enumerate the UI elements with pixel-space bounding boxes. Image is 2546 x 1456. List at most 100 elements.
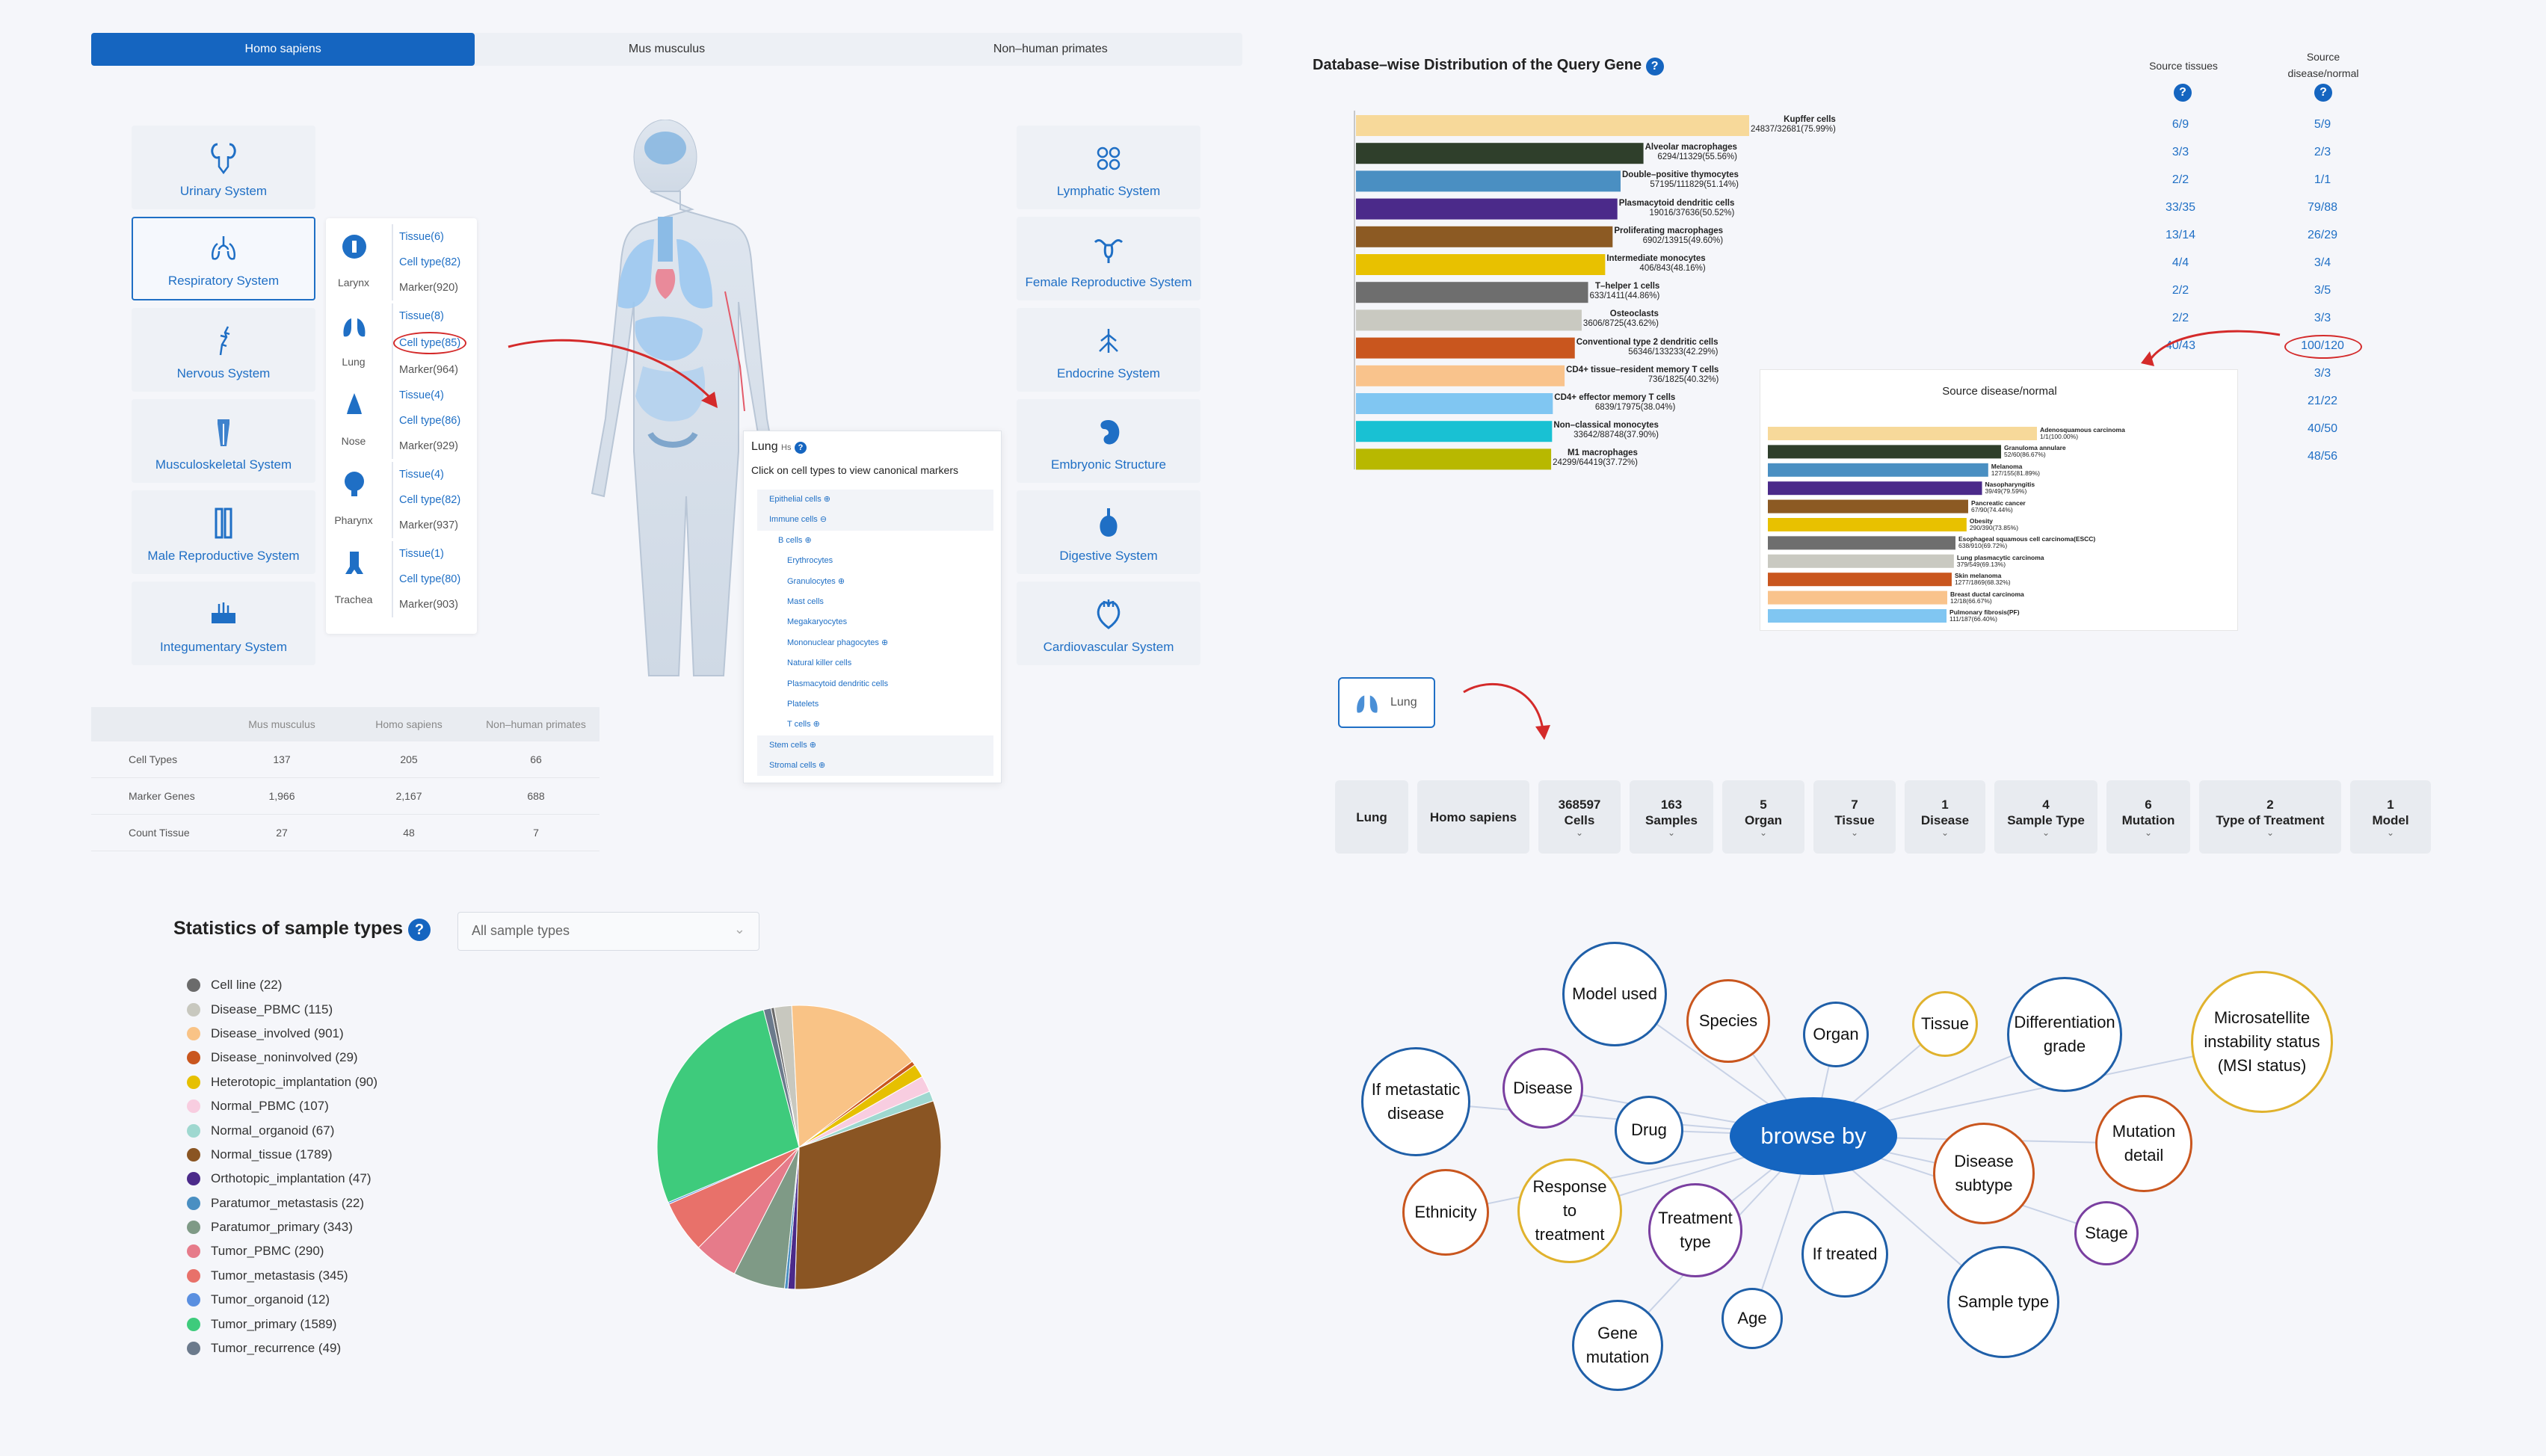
- browse-term[interactable]: Sample type: [1947, 1246, 2059, 1358]
- tree-item[interactable]: Megakaryocytes: [787, 617, 848, 627]
- tab-non-human-primates[interactable]: Non–human primates: [993, 43, 1108, 55]
- browse-term[interactable]: If metastatic disease: [1361, 1047, 1470, 1156]
- legend-item[interactable]: Tumor_organoid (12): [187, 1288, 377, 1312]
- disease-bar-4[interactable]: [1768, 499, 1968, 513]
- browse-term[interactable]: Treatment type: [1648, 1183, 1742, 1277]
- bar-4[interactable]: [1356, 226, 1613, 247]
- bar-10[interactable]: [1356, 393, 1553, 414]
- source-tissue-value[interactable]: 13/14: [2165, 229, 2196, 241]
- disease-bar-9[interactable]: [1768, 590, 1948, 605]
- tissue-link[interactable]: Tissue(4): [399, 469, 444, 481]
- system-nervous[interactable]: Nervous System: [132, 308, 315, 392]
- source-disease-value[interactable]: 2/3: [2314, 146, 2331, 158]
- legend-item[interactable]: Heterotopic_implantation (90): [187, 1070, 377, 1094]
- disease-bar-7[interactable]: [1768, 554, 1954, 568]
- legend-item[interactable]: Paratumor_primary (343): [187, 1215, 377, 1239]
- source-tissue-value[interactable]: 4/4: [2172, 256, 2189, 269]
- legend-item[interactable]: Normal_PBMC (107): [187, 1094, 377, 1118]
- source-disease-value[interactable]: 1/1: [2314, 173, 2331, 186]
- source-tissue-value[interactable]: 2/2: [2172, 173, 2189, 186]
- help-icon[interactable]: ?: [794, 442, 807, 454]
- disease-bar-3[interactable]: [1768, 481, 1982, 496]
- marker-link[interactable]: Marker(929): [399, 440, 458, 452]
- marker-link[interactable]: Marker(920): [399, 282, 458, 294]
- system-lymphatic[interactable]: Lymphatic System: [1017, 126, 1200, 209]
- browse-term[interactable]: Ethnicity: [1402, 1169, 1489, 1256]
- system-female-reproductive[interactable]: Female Reproductive System: [1017, 217, 1200, 300]
- browse-term[interactable]: Disease: [1502, 1048, 1583, 1129]
- pie-slice-2[interactable]: [791, 1005, 913, 1148]
- celltype-link[interactable]: Cell type(86): [399, 415, 461, 427]
- sample-type-select[interactable]: All sample types ⌄: [457, 912, 759, 951]
- tab-homo-sapiens[interactable]: Homo sapiens: [91, 33, 475, 66]
- legend-item[interactable]: Tumor_primary (1589): [187, 1312, 377, 1336]
- source-disease-value[interactable]: 3/5: [2314, 284, 2331, 297]
- disease-bar-10[interactable]: [1768, 609, 1947, 623]
- filter-chip[interactable]: 2 Type of Treatment ⌄: [2199, 780, 2341, 854]
- legend-item[interactable]: Normal_tissue (1789): [187, 1143, 377, 1167]
- tree-item[interactable]: Stem cells ⊕: [757, 735, 993, 756]
- filter-chip[interactable]: 368597 Cells ⌄: [1538, 780, 1621, 854]
- tree-item[interactable]: Granulocytes ⊕: [787, 576, 845, 586]
- source-disease-value[interactable]: 3/3: [2314, 312, 2331, 324]
- legend-item[interactable]: Disease_PBMC (115): [187, 997, 377, 1021]
- celltype-link[interactable]: Cell type(82): [399, 256, 461, 268]
- organ-name[interactable]: Lung: [342, 356, 366, 368]
- bar-8[interactable]: [1356, 337, 1575, 359]
- legend-item[interactable]: Orthotopic_implantation (47): [187, 1167, 377, 1191]
- filter-chip[interactable]: Lung: [1335, 780, 1408, 854]
- legend-item[interactable]: Cell line (22): [187, 973, 377, 997]
- celltype-link[interactable]: Cell type(82): [399, 494, 461, 506]
- source-tissue-value[interactable]: 2/2: [2172, 312, 2189, 324]
- filter-chip[interactable]: Homo sapiens: [1417, 780, 1529, 854]
- tree-item[interactable]: Erythrocytes: [787, 556, 833, 566]
- help-icon[interactable]: ?: [408, 919, 431, 941]
- system-integumentary[interactable]: Integumentary System: [132, 582, 315, 665]
- help-icon[interactable]: ?: [2314, 84, 2332, 102]
- bar-11[interactable]: [1356, 421, 1553, 442]
- source-disease-value[interactable]: 40/50: [2307, 422, 2338, 435]
- source-disease-value[interactable]: 79/88: [2307, 201, 2338, 214]
- disease-bar-6[interactable]: [1768, 536, 1955, 550]
- organ-name[interactable]: Larynx: [337, 277, 370, 289]
- system-male-reproductive[interactable]: Male Reproductive System: [132, 490, 315, 574]
- tree-item[interactable]: Epithelial cells ⊕: [757, 490, 993, 510]
- browse-term[interactable]: Differentiation grade: [2007, 977, 2122, 1092]
- bar-3[interactable]: [1356, 198, 1618, 220]
- tree-item[interactable]: Plasmacytoid dendritic cells: [787, 679, 889, 688]
- disease-bar-1[interactable]: [1768, 445, 2002, 459]
- bar-7[interactable]: [1356, 309, 1582, 331]
- browse-term[interactable]: If treated: [1801, 1211, 1888, 1298]
- organ-name[interactable]: Nose: [341, 435, 366, 447]
- browse-term[interactable]: Response to treatment: [1517, 1159, 1622, 1263]
- bar-1[interactable]: [1356, 143, 1644, 164]
- bar-6[interactable]: [1356, 282, 1588, 303]
- browse-term[interactable]: Mutation detail: [2095, 1095, 2192, 1192]
- tree-item[interactable]: Immune cells ⊖: [757, 510, 993, 531]
- marker-link[interactable]: Marker(964): [399, 364, 458, 376]
- organ-name[interactable]: Trachea: [334, 593, 373, 605]
- bar-9[interactable]: [1356, 365, 1565, 386]
- pie-slice-7[interactable]: [795, 1100, 942, 1290]
- tree-item[interactable]: T cells ⊕: [787, 720, 820, 729]
- marker-link[interactable]: Marker(903): [399, 599, 458, 611]
- disease-bar-8[interactable]: [1768, 573, 1952, 587]
- tissue-link[interactable]: Tissue(8): [399, 310, 444, 322]
- marker-link[interactable]: Marker(937): [399, 519, 458, 531]
- system-respiratory[interactable]: Respiratory System: [132, 217, 315, 300]
- disease-bar-5[interactable]: [1768, 518, 1967, 531]
- source-disease-value[interactable]: 21/22: [2307, 395, 2338, 407]
- human-body-figure[interactable]: [538, 120, 822, 703]
- source-tissue-value[interactable]: 3/3: [2172, 146, 2189, 158]
- legend-item[interactable]: Paratumor_metastasis (22): [187, 1191, 377, 1215]
- browse-term[interactable]: Model used: [1562, 942, 1667, 1046]
- source-tissue-value[interactable]: 6/9: [2172, 118, 2189, 131]
- filter-chip[interactable]: 1 Model ⌄: [2350, 780, 2431, 854]
- browse-term[interactable]: Stage: [2074, 1201, 2139, 1265]
- tree-item[interactable]: Mast cells: [787, 596, 824, 606]
- pie-slice-15[interactable]: [762, 1008, 800, 1148]
- pie-slice-14[interactable]: [656, 1009, 800, 1203]
- source-tissue-value[interactable]: 2/2: [2172, 284, 2189, 297]
- celltype-link[interactable]: Cell type(85): [393, 332, 467, 354]
- disease-bar-2[interactable]: [1768, 463, 1988, 477]
